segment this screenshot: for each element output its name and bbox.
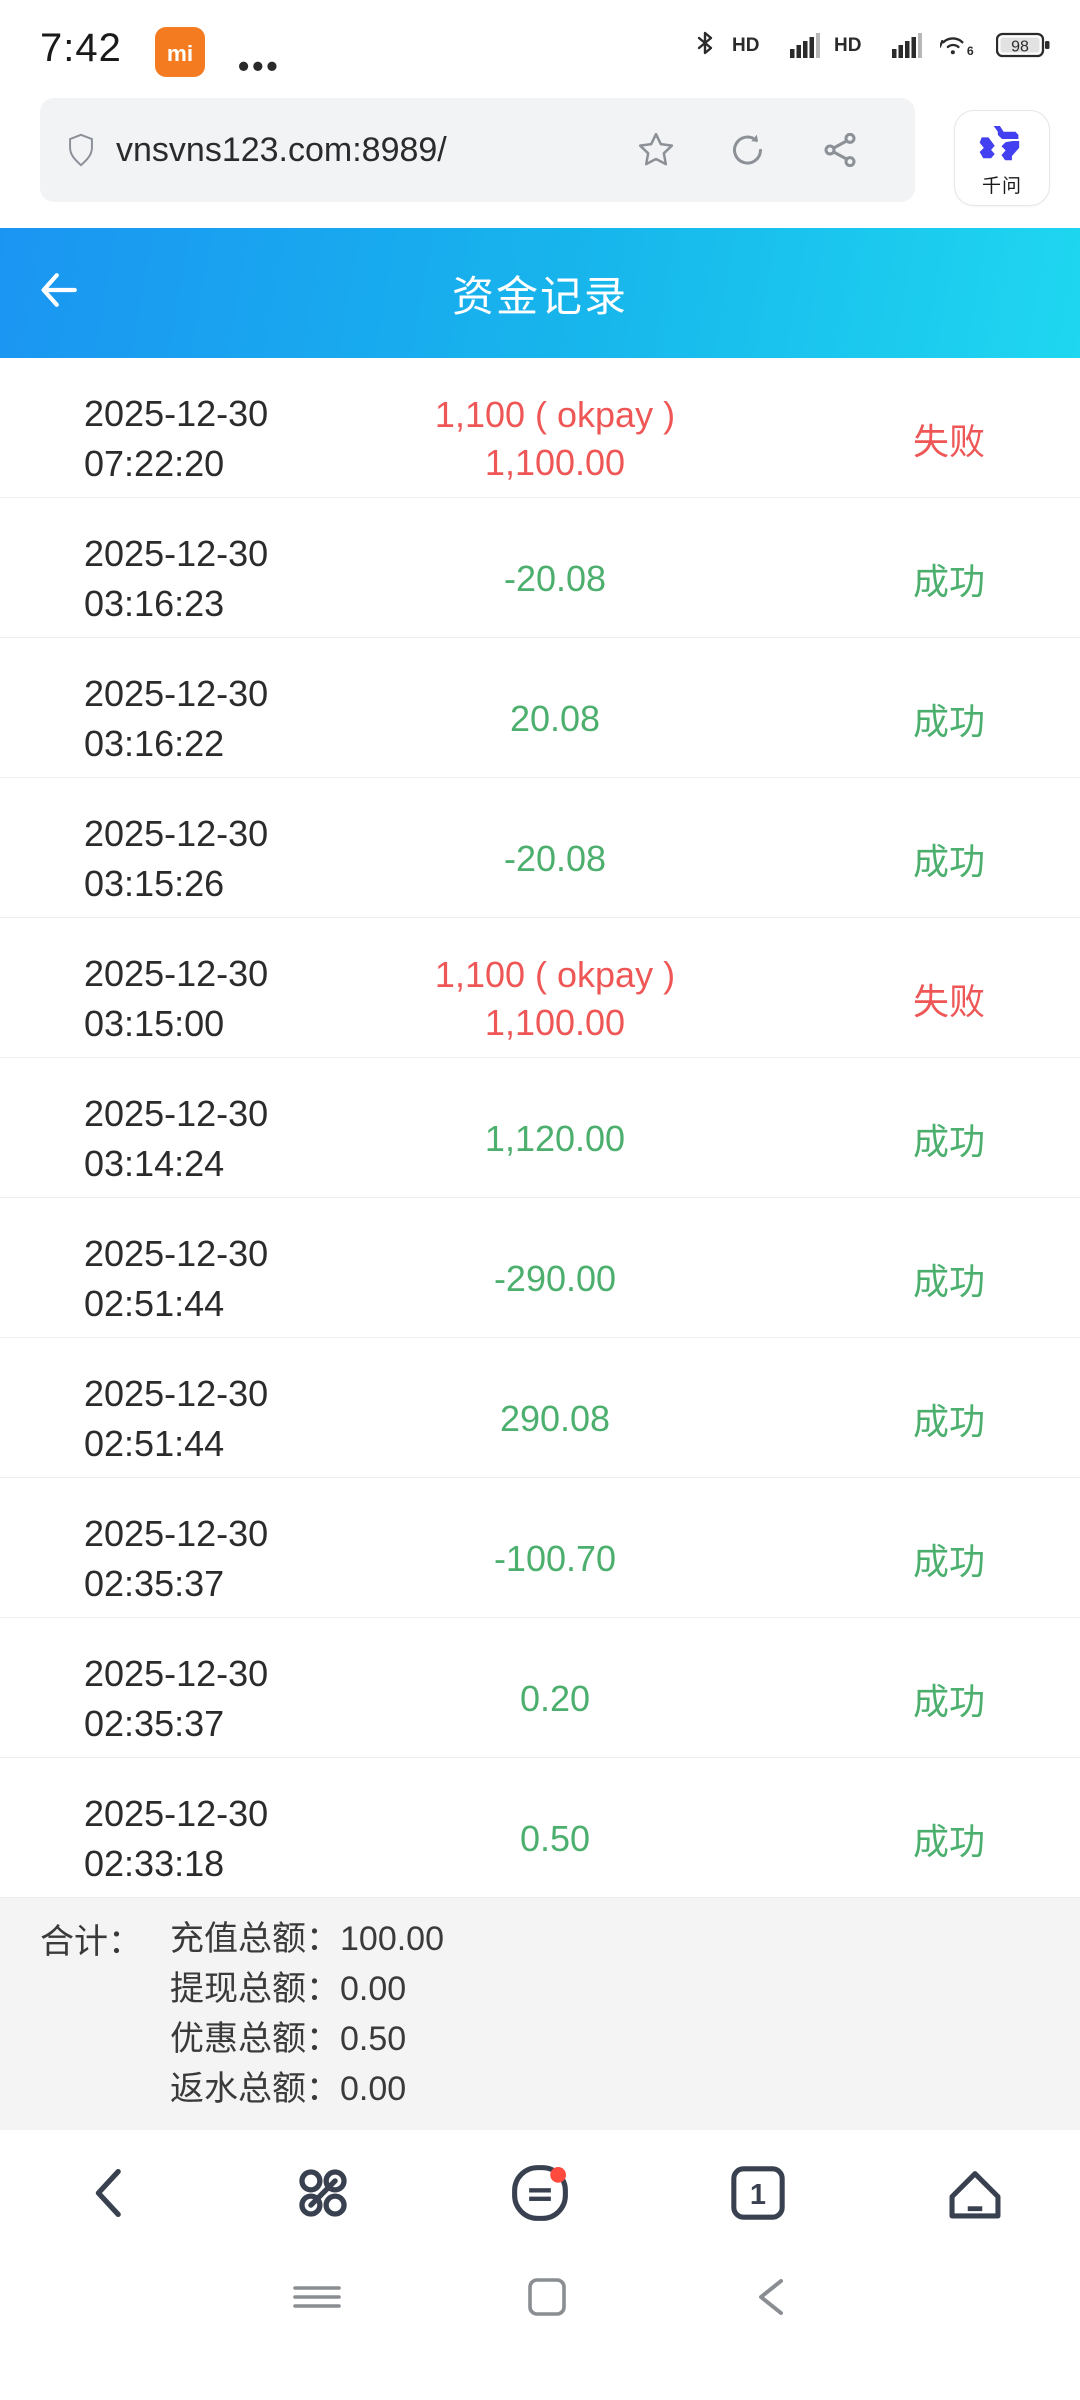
svg-text:6: 6 (967, 44, 974, 58)
svg-text:HD: HD (834, 35, 861, 56)
svg-text:98: 98 (1011, 39, 1029, 56)
svg-text:1: 1 (749, 2178, 765, 2210)
svg-text:HD: HD (732, 35, 759, 56)
svg-text:mi: mi (167, 41, 193, 66)
